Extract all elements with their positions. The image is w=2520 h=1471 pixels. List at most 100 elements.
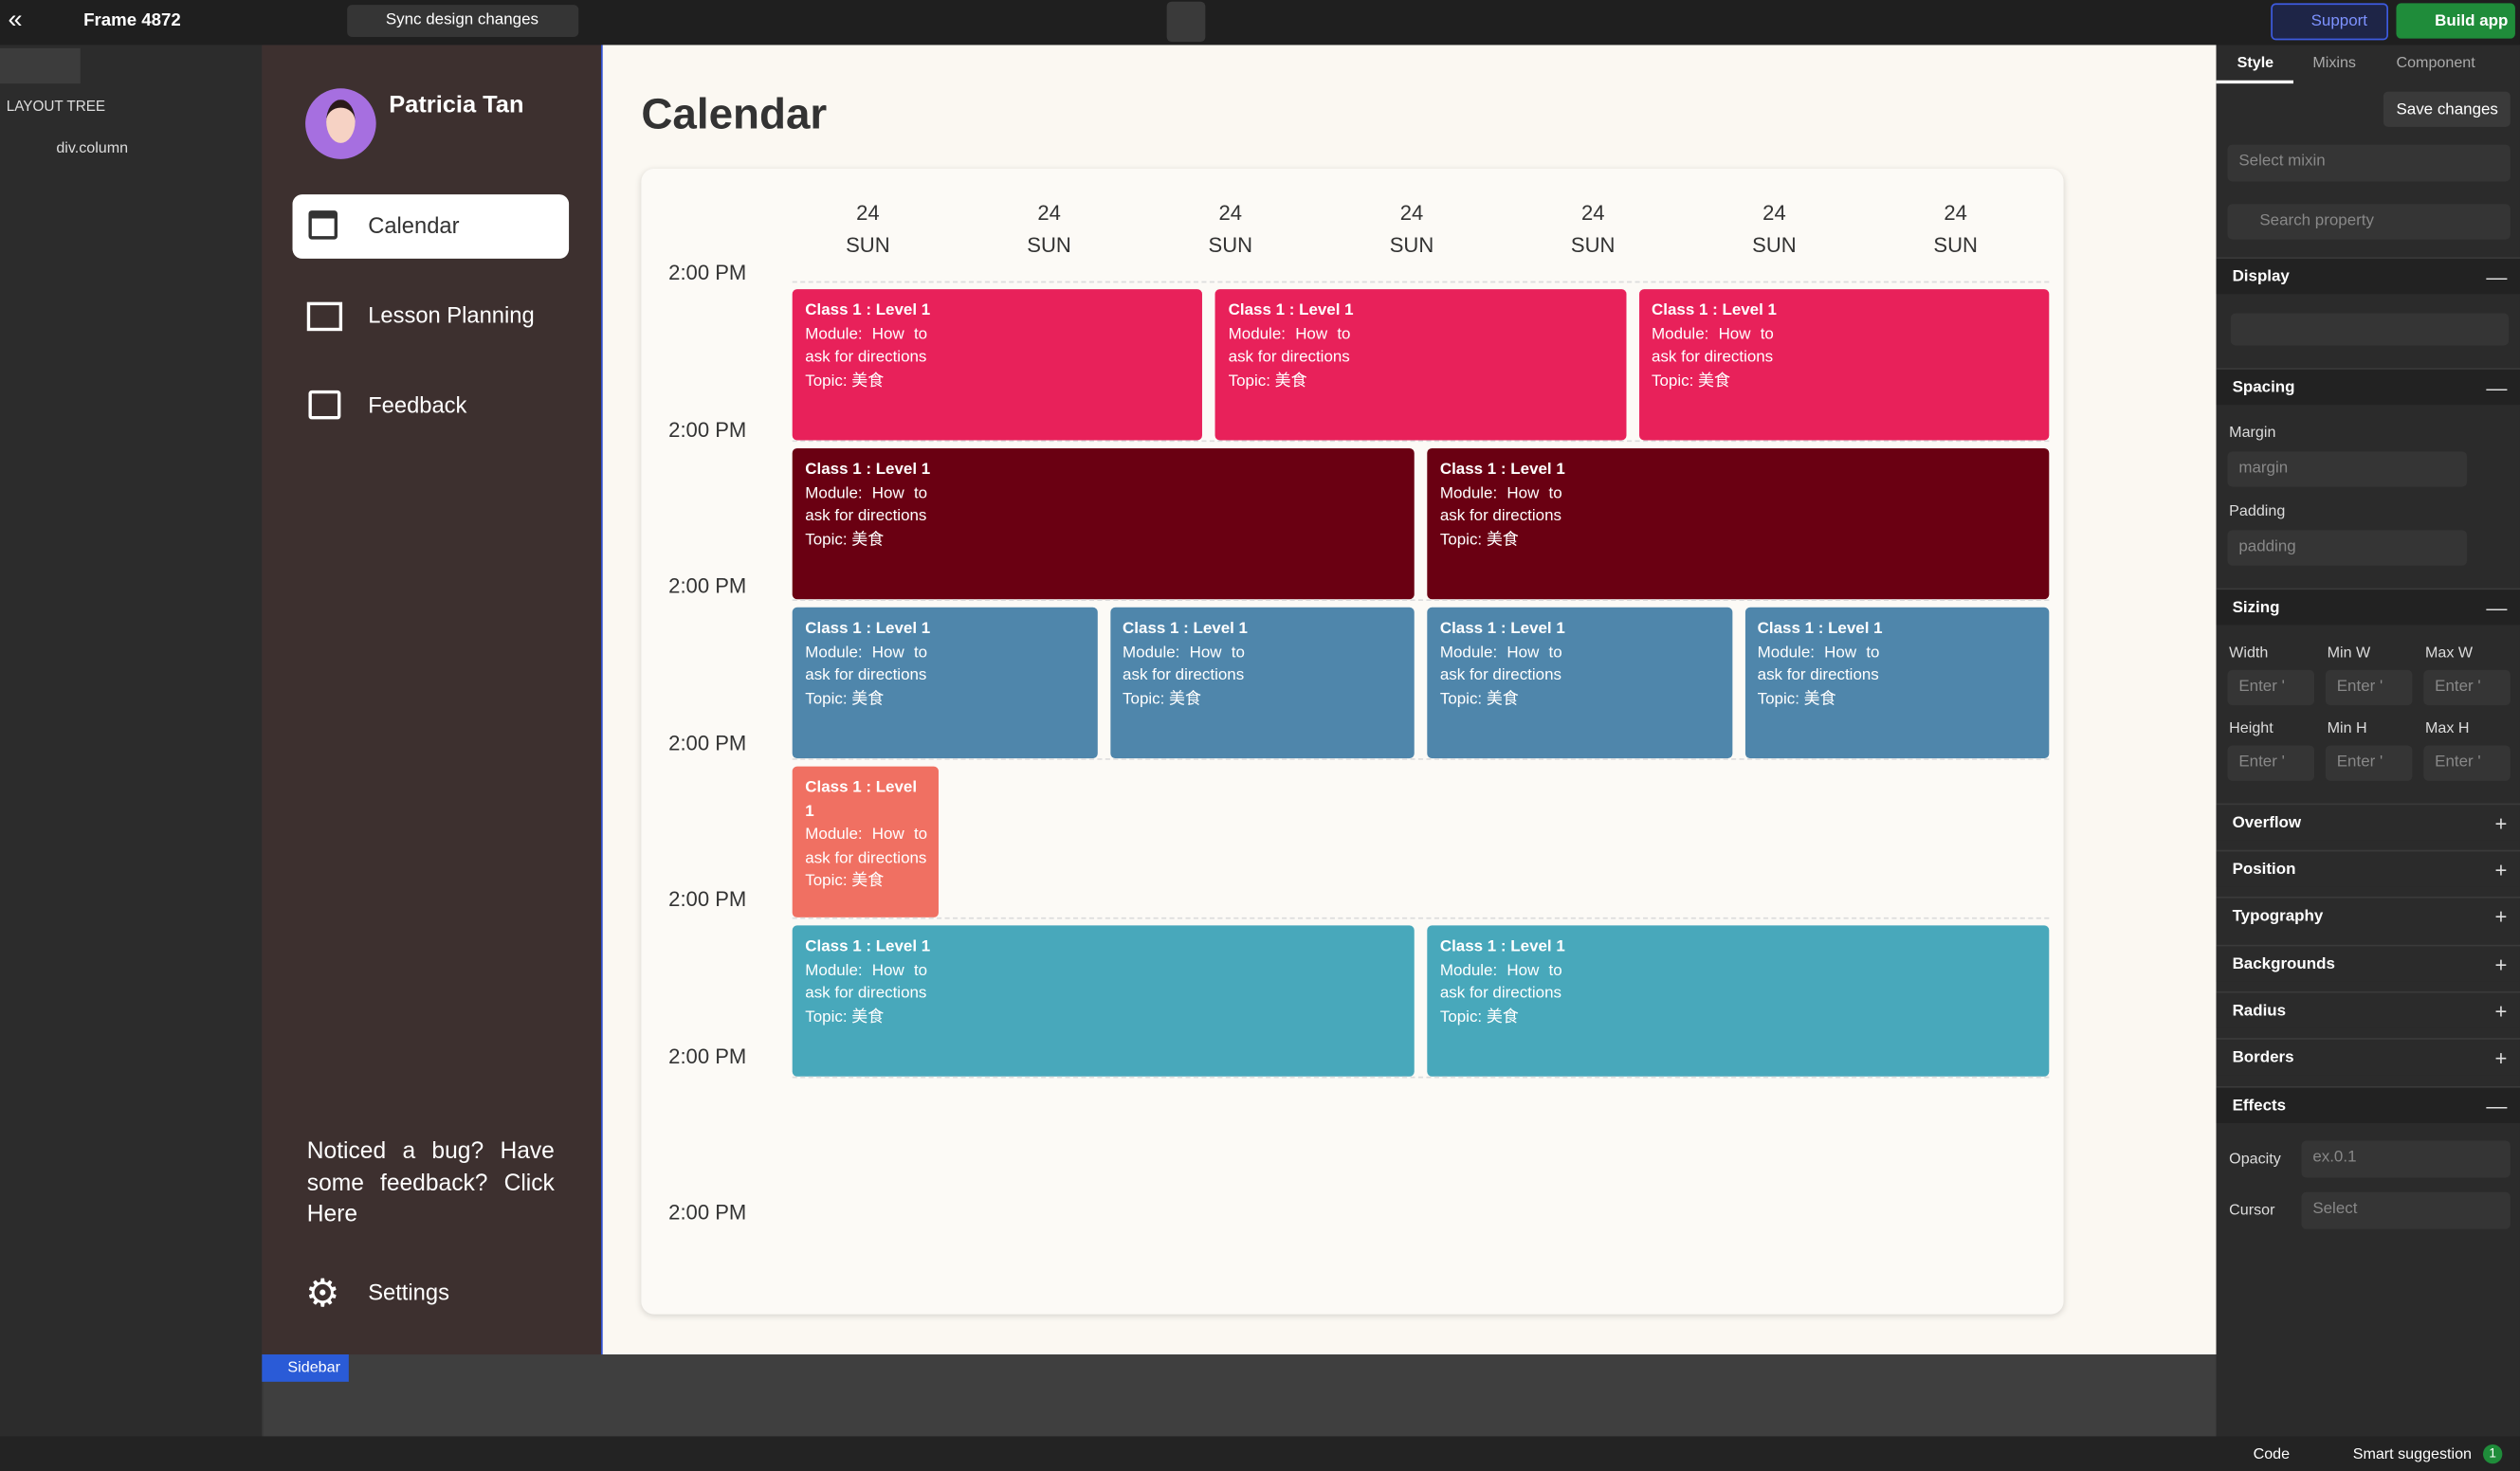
section-header[interactable]: Radius + bbox=[2216, 990, 2520, 1028]
size-input[interactable]: Enter ' bbox=[2227, 745, 2315, 781]
desktop-view[interactable] bbox=[1166, 1, 1206, 43]
day-date: 24 bbox=[1944, 200, 1967, 226]
cursor-select[interactable]: Select bbox=[2301, 1191, 2511, 1229]
support-button[interactable] bbox=[2271, 3, 2388, 41]
display-options[interactable] bbox=[2230, 313, 2510, 346]
tab[interactable]: Mixins bbox=[2312, 54, 2356, 73]
event[interactable]: Class 1 : Level 1 Module: How to ask for … bbox=[1744, 607, 2050, 759]
section-header[interactable]: Backgrounds + bbox=[2216, 944, 2520, 982]
nav-item[interactable]: Calendar bbox=[368, 211, 460, 238]
size-input[interactable]: Enter ' bbox=[2227, 669, 2315, 706]
event-title: Class 1 : Level 1 bbox=[805, 937, 931, 956]
event[interactable]: Class 1 : Level 1 Module: How to ask for … bbox=[1427, 925, 2050, 1077]
event[interactable]: Class 1 : Level 1 Module: How to ask for … bbox=[1427, 607, 1732, 759]
layers-tab[interactable] bbox=[0, 47, 81, 84]
row-divider bbox=[792, 917, 2050, 919]
section-header[interactable]: Sizing — bbox=[2216, 588, 2520, 626]
event[interactable]: Class 1 : Level 1 Module: How to ask for … bbox=[792, 289, 1203, 441]
save-label: Save changes bbox=[2396, 100, 2498, 119]
event[interactable]: Class 1 : Level 1 Module: How to ask for … bbox=[792, 447, 1415, 600]
event-module: Module: How to ask for directions bbox=[1439, 643, 1562, 685]
tab[interactable]: Style bbox=[2237, 54, 2274, 73]
event-topic: Topic: 美食 bbox=[805, 531, 885, 549]
nav-item[interactable]: Lesson Planning bbox=[368, 301, 535, 328]
smart-suggestion[interactable]: Smart suggestion bbox=[2352, 1445, 2473, 1464]
sync-label: Sync design changes bbox=[385, 10, 539, 29]
padding-label: Padding bbox=[2229, 502, 2286, 521]
nav-active[interactable] bbox=[292, 194, 570, 259]
size-label: Min H bbox=[2327, 719, 2367, 738]
event-title: Class 1 : Level 1 bbox=[1757, 620, 1883, 638]
size-label: Max H bbox=[2424, 719, 2470, 738]
tree-item[interactable]: div.column bbox=[56, 139, 129, 158]
day-weekday: SUN bbox=[1389, 232, 1434, 258]
event[interactable]: Class 1 : Level 1 Module: How to ask for … bbox=[1215, 289, 1626, 441]
size-input[interactable]: Enter ' bbox=[2423, 669, 2511, 706]
page-title: Calendar bbox=[641, 89, 828, 138]
event-module: Module: How to ask for directions bbox=[1757, 643, 1880, 685]
event-title: Class 1 : Level 1 bbox=[1439, 461, 1565, 480]
event-title: Class 1 : Level 1 bbox=[1652, 301, 1777, 320]
opacity-label: Opacity bbox=[2229, 1150, 2281, 1169]
section-header[interactable]: Spacing — bbox=[2216, 368, 2520, 406]
event[interactable]: Class 1 : Level 1 Module: How to ask for … bbox=[1427, 447, 2050, 600]
feedback-link[interactable]: Noticed a bug? Have some feedback? Click… bbox=[306, 1138, 555, 1228]
calendar-icon bbox=[308, 210, 338, 240]
search-input[interactable]: Search property bbox=[2227, 204, 2511, 240]
suggestion-count: 1 bbox=[2483, 1444, 2503, 1464]
nav-item[interactable]: Feedback bbox=[368, 391, 467, 418]
event-topic: Topic: 美食 bbox=[805, 690, 885, 708]
size-input[interactable]: Enter ' bbox=[2423, 745, 2511, 781]
section-toggle: + bbox=[2494, 858, 2508, 882]
event-topic: Topic: 美食 bbox=[805, 372, 885, 390]
cursor-label: Cursor bbox=[2229, 1201, 2275, 1220]
event[interactable]: Class 1 : Level 1 Module: How to ask for … bbox=[792, 766, 939, 917]
section-toggle: + bbox=[2494, 1045, 2508, 1070]
tab-underline bbox=[2216, 80, 2293, 84]
event-title: Class 1 : Level 1 bbox=[805, 620, 931, 638]
time-label: 2:00 PM bbox=[668, 416, 747, 442]
day-date: 24 bbox=[1580, 200, 1605, 226]
event-module: Module: How to ask for directions bbox=[805, 961, 928, 1003]
padding-input[interactable]: padding bbox=[2227, 530, 2468, 566]
back-icon[interactable]: « bbox=[8, 6, 23, 34]
event-topic: Topic: 美食 bbox=[1123, 690, 1201, 708]
section-header[interactable]: Display — bbox=[2216, 257, 2520, 295]
opacity-input[interactable]: ex.0.1 bbox=[2301, 1140, 2511, 1178]
selection-tag bbox=[262, 1354, 349, 1382]
event[interactable]: Class 1 : Level 1 Module: How to ask for … bbox=[1109, 607, 1415, 759]
event[interactable]: Class 1 : Level 1 Module: How to ask for … bbox=[1638, 289, 2050, 441]
section-header[interactable]: Position + bbox=[2216, 849, 2520, 887]
event-topic: Topic: 美食 bbox=[1439, 531, 1519, 549]
day-weekday: SUN bbox=[1027, 232, 1071, 258]
event-module: Module: How to ask for directions bbox=[1228, 325, 1351, 367]
event[interactable]: Class 1 : Level 1 Module: How to ask for … bbox=[792, 607, 1097, 759]
mixin-select[interactable]: Select mixin bbox=[2227, 144, 2511, 182]
save-button[interactable] bbox=[2383, 91, 2511, 127]
bottom-bar bbox=[0, 1436, 2520, 1471]
time-label: 2:00 PM bbox=[668, 730, 747, 754]
section-header[interactable]: Typography + bbox=[2216, 896, 2520, 934]
row-divider bbox=[792, 281, 2050, 283]
code-button[interactable]: Code bbox=[2253, 1445, 2291, 1464]
size-label: Max W bbox=[2424, 644, 2474, 663]
build-button[interactable] bbox=[2396, 3, 2515, 39]
size-input[interactable]: Enter ' bbox=[2325, 745, 2413, 781]
section-header[interactable]: Borders + bbox=[2216, 1038, 2520, 1076]
event[interactable]: Class 1 : Level 1 Module: How to ask for … bbox=[792, 925, 1415, 1077]
section-header[interactable]: Overflow + bbox=[2216, 803, 2520, 841]
size-label: Height bbox=[2229, 719, 2273, 738]
row-divider bbox=[792, 599, 2050, 601]
sync-button[interactable] bbox=[347, 5, 579, 37]
avatar-face bbox=[326, 100, 356, 143]
tab[interactable]: Component bbox=[2396, 54, 2475, 73]
frame-name[interactable]: Frame 4872 bbox=[83, 10, 181, 31]
day-weekday: SUN bbox=[1933, 232, 1978, 258]
size-input[interactable]: Enter ' bbox=[2325, 669, 2413, 706]
event-title: Class 1 : Level 1 bbox=[805, 461, 931, 480]
margin-input[interactable]: margin bbox=[2227, 451, 2468, 487]
section-header[interactable]: Effects — bbox=[2216, 1085, 2520, 1123]
settings[interactable]: Settings bbox=[368, 1279, 449, 1305]
